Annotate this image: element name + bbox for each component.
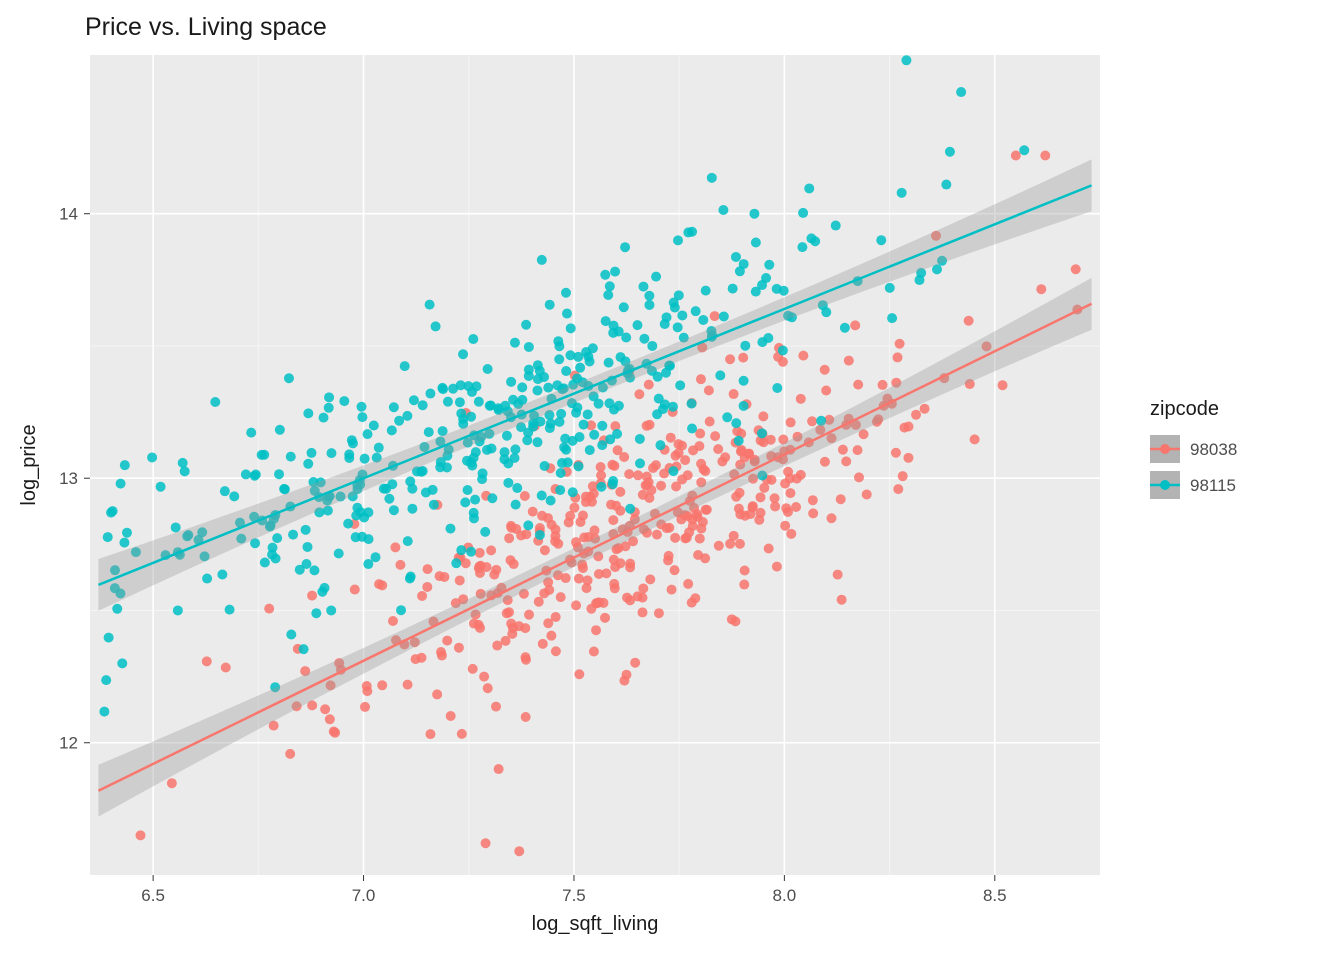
- legend-label: 98038: [1190, 440, 1237, 459]
- chart-svg: 6.5 7.0 7.5 8.0 8.5 12 13 14 log_sqft_living log_…: [0, 0, 1344, 960]
- legend-point-icon: [1160, 480, 1170, 490]
- x-tick-label: 7.5: [562, 886, 586, 905]
- legend: zipcode 98038 98115: [1150, 398, 1237, 499]
- y-tick-label: 14: [59, 205, 78, 224]
- y-tick-label: 12: [59, 734, 78, 753]
- y-tick-label: 13: [59, 469, 78, 488]
- legend-label: 98115: [1190, 476, 1236, 495]
- y-axis-title: log_price: [18, 424, 40, 505]
- legend-point-icon: [1160, 444, 1170, 454]
- x-tick-label: 8.5: [983, 886, 1007, 905]
- x-tick-label: 6.5: [141, 886, 165, 905]
- x-tick-label: 7.0: [352, 886, 376, 905]
- chart-title: Price vs. Living space: [85, 13, 327, 41]
- x-tick-label: 8.0: [773, 886, 797, 905]
- legend-title: zipcode: [1150, 398, 1219, 420]
- scatter-chart: 6.5 7.0 7.5 8.0 8.5 12 13 14 log_sqft_living log_…: [0, 0, 1344, 960]
- x-axis-title: log_sqft_living: [532, 913, 659, 935]
